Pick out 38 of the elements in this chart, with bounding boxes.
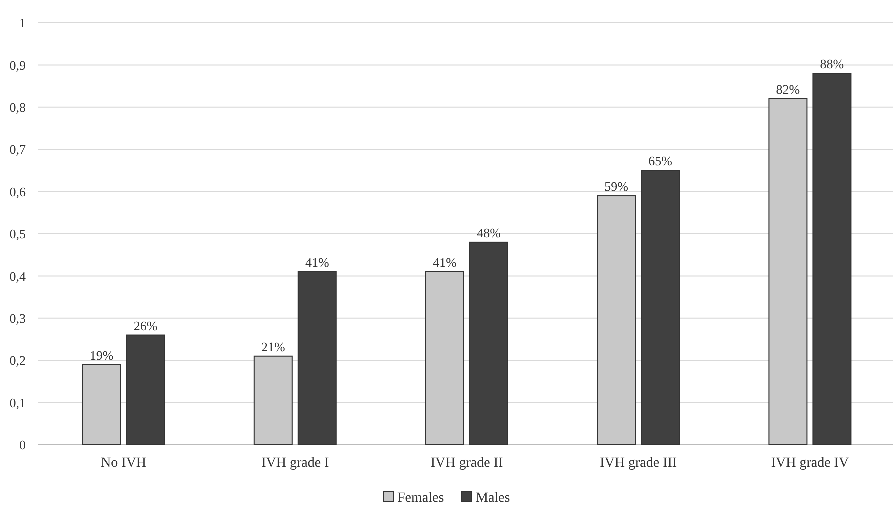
bar	[426, 271, 464, 446]
y-tick-label: 0	[20, 438, 26, 453]
data-label: 21%	[261, 339, 286, 354]
data-label: 41%	[433, 254, 458, 270]
bar	[812, 73, 852, 446]
y-tick-label: 0,4	[10, 268, 26, 284]
y-tick-label: 0,2	[10, 353, 26, 368]
data-label: 59%	[604, 179, 629, 194]
x-tick-label: IVH grade II	[430, 456, 504, 471]
x-tick-label: IVH grade IV	[771, 456, 850, 471]
data-label: 48%	[477, 225, 502, 240]
y-tick-label: 0,6	[10, 184, 26, 200]
data-label: 65%	[648, 154, 673, 169]
data-label: 26%	[134, 318, 158, 334]
data-label: 88%	[820, 56, 844, 72]
bar	[597, 196, 636, 446]
data-label: 82%	[776, 82, 800, 97]
bar	[768, 98, 808, 446]
legend-label: Males	[476, 491, 510, 506]
y-tick-label: 0,9	[10, 58, 26, 73]
bar	[470, 242, 508, 446]
bar	[298, 271, 337, 446]
y-tick-label: 0,7	[10, 142, 26, 158]
legend-label: Females	[398, 491, 444, 506]
y-tick-label: 0,3	[10, 310, 26, 326]
bar	[254, 356, 293, 446]
data-label: 41%	[305, 254, 330, 270]
y-tick-label: 0,5	[10, 226, 26, 242]
bar	[82, 364, 122, 446]
x-tick-label: IVH grade III	[600, 456, 678, 471]
bar	[126, 334, 166, 446]
y-tick-label: 1	[20, 16, 26, 31]
bar	[641, 170, 680, 446]
x-tick-label: IVH grade I	[262, 456, 330, 471]
y-tick-label: 0,1	[10, 395, 26, 410]
x-tick-label: No IVH	[101, 456, 147, 471]
y-tick-label: 0,8	[10, 100, 26, 115]
data-label: 19%	[90, 348, 114, 363]
